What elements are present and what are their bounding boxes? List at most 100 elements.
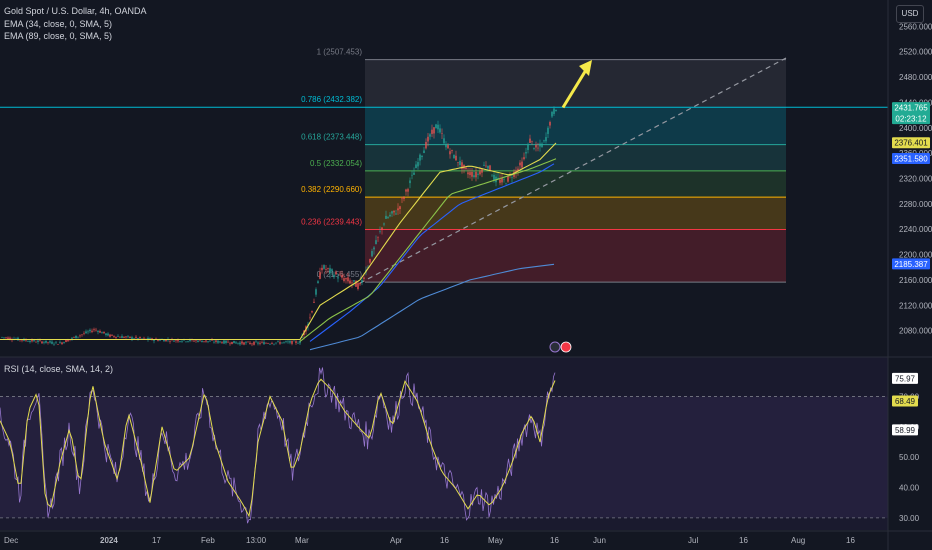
rsi-line — [0, 367, 556, 524]
lightning-event-icon[interactable] — [549, 341, 561, 353]
candle-body — [239, 342, 241, 345]
candle-body — [71, 337, 73, 339]
candle-body — [283, 341, 285, 343]
candle-body — [353, 280, 355, 282]
candle-body — [111, 334, 113, 336]
candle-body — [9, 337, 11, 340]
candle-body — [389, 214, 391, 217]
candle-body — [159, 339, 161, 341]
time-tick-label-13: Aug — [791, 536, 805, 545]
candle-body — [129, 336, 131, 338]
ema-long-line — [309, 163, 555, 342]
candle-body — [153, 340, 155, 342]
candle-body — [381, 227, 383, 230]
candle-body — [533, 148, 535, 149]
candle-body — [53, 343, 55, 345]
candle-body — [427, 136, 429, 142]
candle-body — [439, 128, 441, 133]
candle-body — [121, 336, 123, 339]
fib-level-label-4: 0.382 (2290.660) — [301, 185, 362, 194]
price-badge-text-1: 2376.401 — [894, 139, 928, 148]
candle-body — [255, 341, 257, 343]
price-tick-label-1: 2520.000 — [899, 48, 932, 57]
candle-body — [321, 267, 323, 271]
time-tick-label-11: Jul — [688, 536, 698, 545]
candle-body — [317, 281, 319, 283]
candle-body — [301, 336, 303, 338]
candle-body — [311, 311, 313, 313]
candle-body — [165, 339, 167, 342]
fib-level-label-1: 0.786 (2432.382) — [301, 95, 362, 104]
candle-body — [443, 138, 445, 144]
candle-body — [173, 340, 175, 342]
candle-body — [37, 340, 39, 343]
time-tick-label-4: 13:00 — [246, 536, 267, 545]
target-arrow-head — [579, 59, 592, 76]
candle-body — [425, 141, 427, 149]
candle-body — [421, 155, 423, 158]
price-tick-label-0: 2560.000 — [899, 22, 932, 31]
candle-body — [527, 144, 529, 150]
candle-body — [521, 161, 523, 168]
candle-body — [59, 342, 61, 344]
candle-body — [555, 109, 557, 112]
candle-body — [397, 208, 399, 211]
candle-body — [325, 269, 327, 271]
rsi-badge-0 — [892, 372, 918, 384]
candle-body — [519, 162, 521, 166]
candle-body — [345, 278, 347, 280]
candle-body — [295, 341, 297, 343]
candle-body — [351, 282, 353, 284]
candle-body — [539, 143, 541, 147]
candle-body — [405, 189, 407, 192]
candle-body — [41, 341, 43, 344]
candle-body — [135, 336, 137, 338]
candle-body — [217, 340, 219, 343]
candle-body — [435, 124, 437, 129]
candle-body — [249, 342, 251, 344]
candle-body — [487, 165, 489, 169]
candle-body — [475, 171, 477, 178]
rsi-badge-text-1: 68.49 — [895, 397, 916, 406]
candle-body — [485, 165, 487, 167]
candle-body — [139, 337, 141, 339]
candle-body — [387, 217, 389, 219]
us-flag-event-icon[interactable] — [560, 341, 572, 353]
time-tick-label-10: Jun — [593, 536, 606, 545]
candle-body — [481, 169, 483, 173]
candle-body — [461, 162, 463, 169]
candle-body — [315, 289, 317, 295]
price-badge-3 — [892, 258, 930, 270]
candle-body — [83, 333, 85, 334]
candle-body — [447, 145, 449, 149]
candle-body — [39, 340, 41, 341]
candle-body — [97, 331, 99, 333]
fib-zone-3 — [365, 170, 786, 198]
candle-body — [465, 167, 467, 169]
candle-body — [445, 143, 447, 148]
candle-body — [107, 333, 109, 336]
currency-button[interactable]: USD — [896, 5, 924, 23]
candle-body — [525, 152, 527, 154]
candle-body — [285, 341, 287, 342]
candle-body — [347, 277, 349, 282]
candle-body — [43, 342, 45, 343]
candle-body — [21, 340, 23, 341]
fib-zone-5 — [365, 229, 786, 283]
rsi-badge-text-2: 58.99 — [895, 426, 916, 435]
candle-body — [219, 341, 221, 343]
candle-body — [105, 333, 107, 336]
candle-body — [7, 337, 9, 340]
candle-body — [163, 339, 165, 342]
candle-body — [61, 342, 63, 344]
candle-body — [395, 213, 397, 215]
price-tick-label-6: 2320.000 — [899, 174, 932, 183]
candle-body — [137, 338, 139, 340]
candle-body — [125, 336, 127, 338]
ema-200-line — [309, 263, 555, 351]
price-badge-2 — [892, 152, 930, 164]
candle-body — [293, 340, 295, 342]
candle-body — [339, 274, 341, 276]
candle-body — [175, 339, 177, 341]
